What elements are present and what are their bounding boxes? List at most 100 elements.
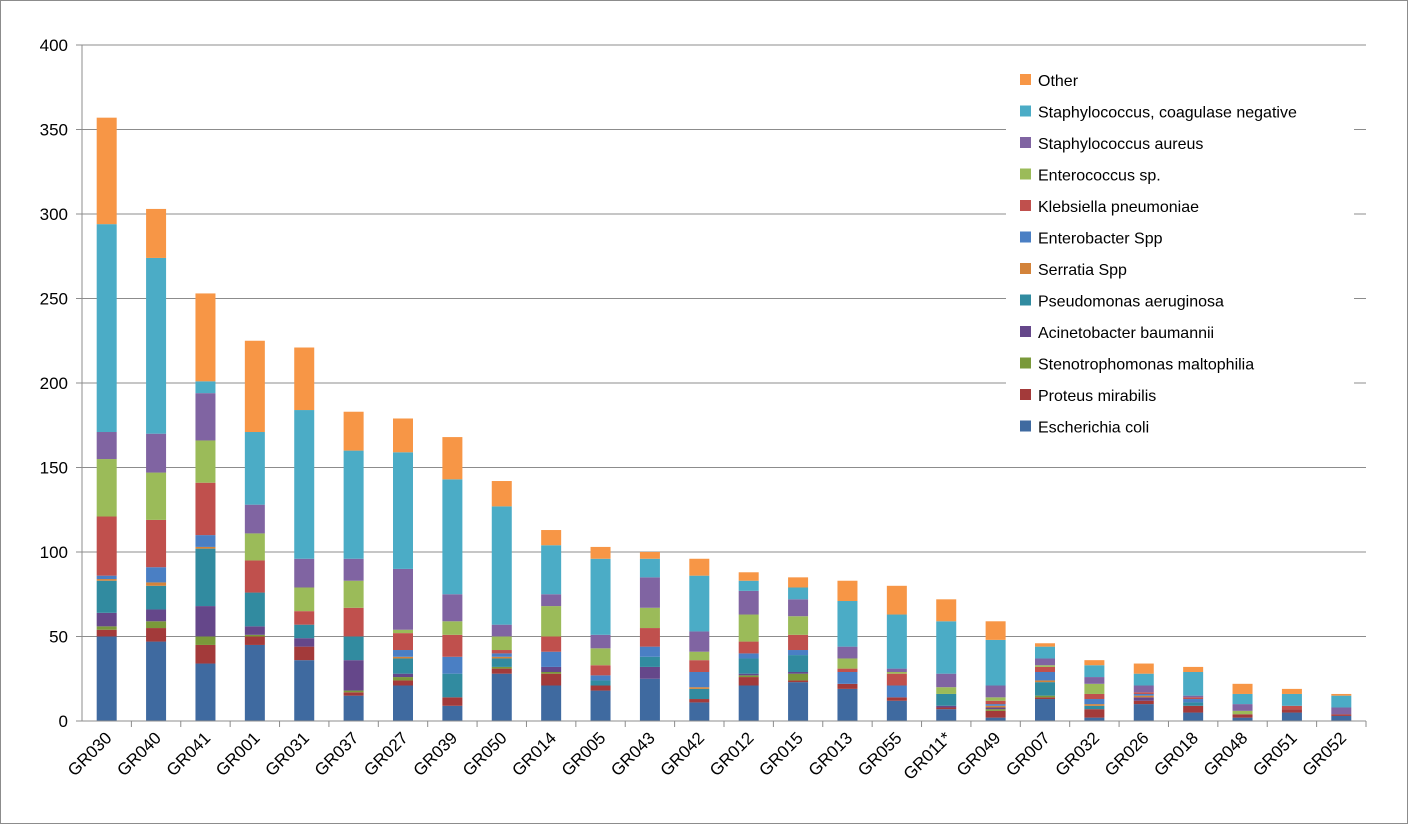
- legend-swatch: [1020, 200, 1031, 211]
- bar-segment: [985, 707, 1006, 710]
- bar-segment: [195, 393, 216, 441]
- legend-label: Enterobacter Spp: [1038, 231, 1163, 248]
- bar-segment: [1084, 665, 1105, 678]
- bar-segment: [936, 709, 957, 721]
- bar-segment: [294, 347, 315, 411]
- bar-segment: [886, 673, 907, 686]
- bar-segment: [689, 699, 710, 703]
- bar-segment: [788, 682, 809, 721]
- x-tick-label: GR011*: [900, 728, 956, 784]
- bar-segment: [1183, 705, 1204, 713]
- legend-label: Stenotrophomonas maltophilia: [1038, 357, 1254, 374]
- bar-segment: [491, 650, 512, 654]
- legend-label: Proteus mirabilis: [1038, 388, 1156, 405]
- legend-swatch: [1020, 357, 1031, 369]
- bar-segment: [639, 656, 660, 667]
- bar-segment: [1183, 671, 1204, 696]
- bar-segment: [985, 621, 1006, 640]
- bar-segment: [541, 671, 562, 674]
- bar-segment: [244, 634, 265, 637]
- bar-segment: [96, 516, 117, 576]
- bar-segment: [146, 567, 167, 583]
- bar-segment: [886, 585, 907, 615]
- bar-segment: [1035, 697, 1055, 700]
- bar-segment: [886, 614, 907, 669]
- bar-segment: [1232, 710, 1253, 715]
- legend-swatch: [1020, 263, 1031, 274]
- x-tick-label: GR055: [854, 728, 906, 780]
- legend-swatch: [1020, 294, 1031, 306]
- bar-segment: [1035, 658, 1055, 666]
- bar-segment: [1035, 671, 1055, 681]
- x-tick-label: GR032: [1052, 728, 1104, 780]
- x-tick-label: GR026: [1101, 728, 1153, 780]
- bar-segment: [886, 685, 907, 698]
- x-tick-label: GR048: [1200, 728, 1252, 780]
- bar-segment: [343, 690, 364, 693]
- x-tick-label: GR031: [262, 728, 314, 780]
- bar-segment: [788, 650, 809, 656]
- y-tick-label: 150: [40, 459, 68, 478]
- bar-segment: [590, 546, 611, 559]
- bar-segment: [393, 629, 413, 634]
- x-axis-ticks: GR030GR040GR041GR001GR031GR037GR027GR039…: [64, 728, 1350, 784]
- legend-swatch: [1020, 389, 1031, 400]
- bar-segment: [393, 685, 413, 721]
- bar-segment: [1232, 693, 1253, 705]
- bar-segment: [590, 685, 611, 691]
- bar-segment: [195, 606, 216, 637]
- bar-segment: [590, 648, 611, 666]
- legend-label: Escherichia coli: [1038, 420, 1149, 437]
- y-tick-label: 400: [40, 36, 68, 55]
- bar-segment: [738, 614, 759, 642]
- axes: [76, 44, 1367, 727]
- x-tick-label: GR015: [755, 728, 807, 780]
- bar-segment: [985, 700, 1006, 705]
- bar-segment: [442, 656, 463, 674]
- bar-segment: [1035, 695, 1055, 698]
- bar-segment: [244, 432, 265, 505]
- bar-segment: [96, 432, 117, 460]
- bar-segment: [1084, 693, 1105, 700]
- bar-segment: [590, 558, 611, 635]
- bar-segment: [639, 577, 660, 608]
- bar-segment: [1035, 699, 1055, 721]
- bar-segment: [442, 697, 463, 706]
- bar-segment: [1183, 702, 1204, 706]
- bar-segment: [1133, 663, 1154, 674]
- x-tick-label: GR050: [459, 728, 511, 780]
- bar-segment: [195, 535, 216, 547]
- x-tick-label: GR027: [360, 728, 412, 780]
- bar-segment: [837, 683, 858, 689]
- bar-segment: [343, 411, 364, 451]
- bar-segment: [788, 616, 809, 635]
- bar-segment: [1183, 699, 1204, 703]
- legend-swatch: [1020, 74, 1031, 85]
- bar-segment: [1281, 712, 1302, 721]
- x-tick-label: GR052: [1299, 728, 1351, 780]
- bar-segment: [244, 504, 265, 534]
- bar-segment: [936, 673, 957, 688]
- bar-segment: [1133, 700, 1154, 705]
- bar-segment: [541, 673, 562, 686]
- bar-segment: [491, 656, 512, 659]
- bar-segment: [343, 607, 364, 637]
- bar-segment: [1331, 714, 1352, 716]
- bar-segment: [393, 656, 413, 659]
- bar-segment: [195, 546, 216, 549]
- bar-segment: [294, 558, 315, 588]
- bar-segment: [146, 628, 167, 642]
- bar-segment: [393, 658, 413, 674]
- bar-segment: [294, 646, 315, 661]
- bar-segment: [393, 677, 413, 681]
- bar-segment: [1331, 715, 1352, 721]
- bar-segment: [244, 533, 265, 561]
- bar-segment: [788, 671, 809, 674]
- bar-segment: [146, 519, 167, 568]
- legend-swatch: [1020, 231, 1031, 243]
- bar-segment: [1084, 705, 1105, 710]
- bar-segment: [294, 624, 315, 639]
- bar-segment: [738, 658, 759, 674]
- bar-segment: [837, 580, 858, 602]
